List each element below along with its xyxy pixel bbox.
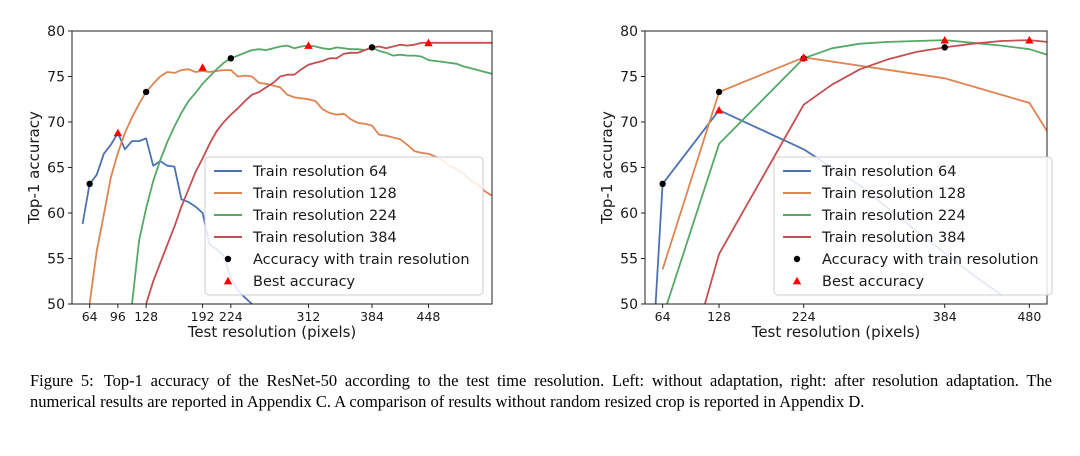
x-tick-label: 192 [191,309,215,324]
legend-label: Best accuracy [253,274,356,290]
best-accuracy-point [940,35,949,44]
y-tick-label: 75 [47,70,65,86]
figure-caption: Figure 5: Top-1 accuracy of the ResNet-50… [30,370,1052,412]
legend-swatch-triangle [792,276,802,285]
y-tick-label: 70 [620,115,638,131]
series-line-3 [666,39,1047,304]
y-tick-label: 50 [47,297,65,313]
train-resolution-point [715,88,723,96]
x-tick-label: 128 [707,309,731,324]
legend-label: Train resolution 64 [821,164,956,180]
best-accuracy-point [1025,35,1034,44]
x-tick-label: 64 [655,309,671,324]
chart-left-no-adaptation: 50 55 60 65 70 75 80 64 96 128 192 224 312 384 448 Test… [25,24,493,341]
x-tick-label: 384 [933,309,957,324]
best-accuracy-point [304,41,313,49]
series-line-4 [704,39,1047,304]
legend-swatch-dot [793,255,801,263]
y-tick-label: 55 [620,252,638,268]
train-resolution-point [86,180,93,188]
series-line-3 [131,44,492,304]
legend-label: Train resolution 128 [821,186,966,202]
train-resolution-point [941,44,948,51]
train-resolution-point [227,55,235,62]
legend: Train resolution 64 Train resolution 128 T… [204,156,484,296]
x-tick-label: 96 [110,309,126,324]
y-tick-label: 65 [47,161,65,177]
legend-label: Accuracy with train resolution [822,252,1039,268]
legend-swatch-triangle [223,276,233,285]
best-accuracy-point [424,38,433,47]
legend-label: Train resolution 384 [821,230,966,246]
series-line-2 [661,56,1047,270]
x-tick-label: 224 [219,309,243,324]
legend: Train resolution 64 Train resolution 128 T… [773,156,1053,296]
y-tick-label: 65 [620,161,638,177]
x-tick-label: 448 [417,309,441,324]
x-tick-label: 384 [360,309,384,324]
series-line-2 [88,68,492,304]
x-tick-label: 480 [1017,309,1041,324]
chart-right-after-adaptation: 50 55 60 65 70 75 80 64 128 224 384 480 Test resolut… [598,24,1053,341]
y-tick-label: 55 [47,252,65,268]
caption-label: Figure 5: [30,371,94,390]
best-accuracy-point [198,63,207,71]
y-tick-label: 75 [620,70,638,86]
legend-label: Train resolution 224 [252,208,397,224]
train-resolution-point [142,88,150,96]
legend-box [773,156,1053,296]
y-axis-label: Top-1 accuracy [25,111,43,225]
y-tick-label: 80 [47,24,65,40]
legend-box [204,156,484,296]
legend-label: Accuracy with train resolution [253,252,470,268]
y-tick-label: 80 [620,24,638,40]
series-line-4 [145,41,492,304]
legend-label: Train resolution 224 [821,208,966,224]
legend-label: Train resolution 64 [252,164,387,180]
best-accuracy-point [799,53,808,61]
legend-swatch-dot [224,255,232,263]
legend-label: Train resolution 384 [252,230,397,246]
x-axis-label: Test resolution (pixels) [187,323,357,341]
best-accuracy-point [714,105,724,114]
best-accuracy-point [113,128,123,137]
caption-text: Top-1 accuracy of the ResNet-50 accordin… [30,371,1052,411]
x-tick-label: 64 [82,309,98,324]
y-tick-label: 60 [620,206,638,222]
legend-label: Train resolution 128 [252,186,397,202]
y-tick-label: 70 [47,115,65,131]
x-tick-label: 312 [297,309,321,324]
legend-label: Best accuracy [822,274,925,290]
x-axis-label: Test resolution (pixels) [751,323,921,341]
y-tick-label: 60 [47,206,65,222]
x-tick-label: 224 [792,309,816,324]
train-resolution-point [659,180,666,188]
train-resolution-point [368,44,376,51]
x-tick-label: 128 [134,309,158,324]
y-tick-label: 50 [620,297,638,313]
y-axis-label: Top-1 accuracy [598,111,616,225]
